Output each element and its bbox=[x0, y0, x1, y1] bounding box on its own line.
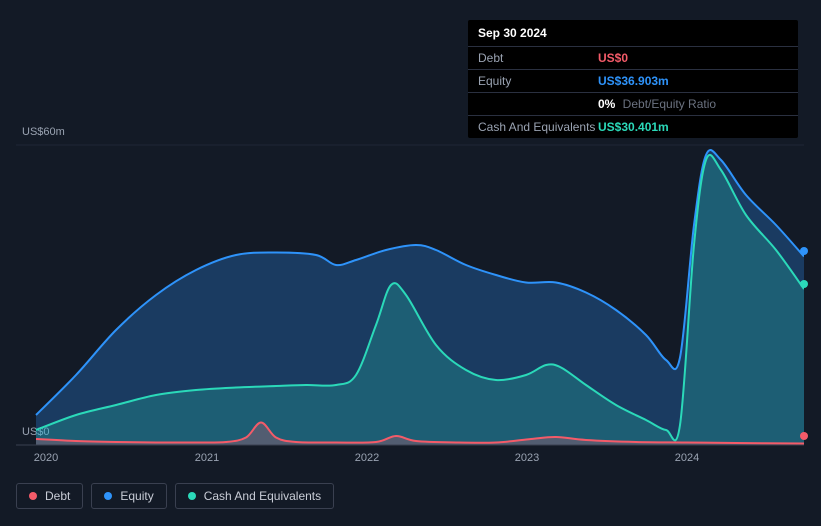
legend-item-debt[interactable]: Debt bbox=[16, 483, 83, 509]
tooltip-subtext: Debt/Equity Ratio bbox=[619, 97, 716, 111]
financials-area-chart bbox=[16, 140, 804, 450]
tooltip-row: DebtUS$0 bbox=[468, 47, 798, 70]
x-axis-label: 2022 bbox=[355, 452, 379, 464]
series-end-dot-cash-and-equivalents bbox=[800, 280, 808, 288]
tooltip-date: Sep 30 2024 bbox=[468, 20, 798, 47]
tooltip-label: Cash And Equivalents bbox=[478, 120, 598, 134]
y-axis-label: US$60m bbox=[22, 126, 65, 138]
chart-tooltip: Sep 30 2024 DebtUS$0EquityUS$36.903m0% D… bbox=[468, 20, 798, 138]
tooltip-label: Equity bbox=[478, 74, 598, 88]
series-end-dot-debt bbox=[800, 432, 808, 440]
tooltip-row: EquityUS$36.903m bbox=[468, 70, 798, 93]
x-axis-label: 2021 bbox=[195, 452, 219, 464]
series-end-dot-equity bbox=[800, 247, 808, 255]
legend-dot-icon bbox=[188, 492, 196, 500]
legend-label: Equity bbox=[120, 489, 153, 503]
legend-label: Debt bbox=[45, 489, 70, 503]
tooltip-value: US$0 bbox=[598, 51, 788, 65]
tooltip-row: Cash And EquivalentsUS$30.401m bbox=[468, 116, 798, 138]
legend-dot-icon bbox=[29, 492, 37, 500]
legend-dot-icon bbox=[104, 492, 112, 500]
legend-label: Cash And Equivalents bbox=[204, 489, 321, 503]
tooltip-value: 0% Debt/Equity Ratio bbox=[598, 97, 788, 111]
tooltip-value: US$36.903m bbox=[598, 74, 788, 88]
x-axis-label: 2020 bbox=[34, 452, 58, 464]
tooltip-label: Debt bbox=[478, 51, 598, 65]
tooltip-row: 0% Debt/Equity Ratio bbox=[468, 93, 798, 116]
tooltip-value: US$30.401m bbox=[598, 120, 788, 134]
x-axis-label: 2024 bbox=[675, 452, 699, 464]
tooltip-label bbox=[478, 97, 598, 111]
legend-item-cash-and-equivalents[interactable]: Cash And Equivalents bbox=[175, 483, 334, 509]
x-axis-label: 2023 bbox=[515, 452, 539, 464]
legend-item-equity[interactable]: Equity bbox=[91, 483, 166, 509]
legend: Debt Equity Cash And Equivalents bbox=[16, 483, 334, 509]
